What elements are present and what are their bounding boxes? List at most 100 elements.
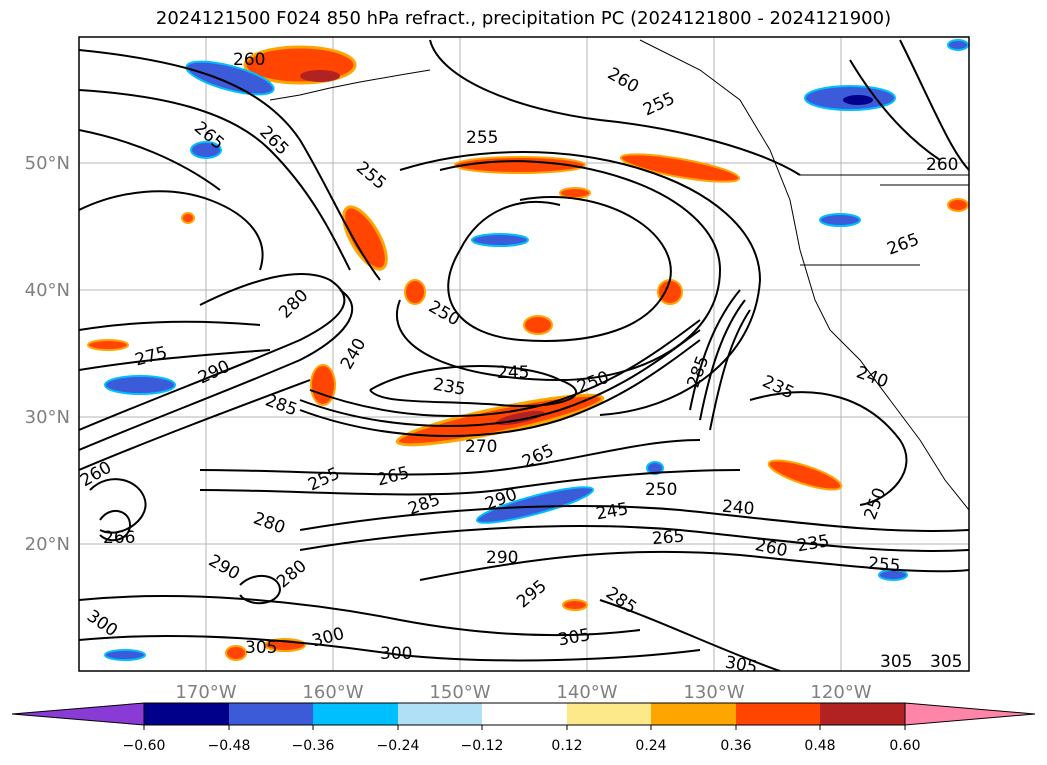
anomaly-positive [87,339,129,351]
contour-line [599,599,781,671]
colorbar-segment [736,703,820,725]
colorbar-tick-label: −0.60 [123,738,166,754]
contour-label: 255 [867,554,901,577]
contour-label: 266 [103,528,135,548]
anomaly-positive [559,187,591,199]
colorbar-tick-label: −0.36 [292,738,335,754]
lat-axis-labels: 50°N 40°N 30°N 20°N [25,153,70,555]
contour-line [309,319,701,417]
map-frame [78,36,970,672]
anomaly-positive [619,153,741,183]
contour-line [199,469,741,496]
lon-label: 160°W [302,682,363,703]
colorbar-segment [567,703,651,725]
colorbar-segment [313,703,398,725]
anomaly-negative [475,486,595,524]
anomaly-positive [767,459,843,491]
contour-label: 305 [245,638,277,658]
contour-line [299,329,701,427]
contour-line [709,309,751,431]
colorbar: −0.60 −0.48 −0.36 −0.24 −0.12 0.12 0.24 … [11,702,1036,754]
contour-line [299,525,969,552]
colorbar-ticks [143,725,906,730]
lat-label: 20°N [25,534,70,555]
anomaly-positive [562,599,588,611]
lon-label: 140°W [556,682,617,703]
colorbar-tick-label: −0.12 [461,738,504,754]
shaded-anomalies [87,39,969,661]
anomaly-positive [657,279,683,305]
anomaly-positive [404,279,426,305]
contour-line [79,289,354,451]
contour-label: 260 [233,50,265,70]
anomaly-positive [310,364,336,406]
contour-line [447,196,672,342]
anomaly-positive [181,212,195,224]
contour-line [899,39,969,171]
contour-label: 255 [466,128,498,148]
colorbar-segment [904,702,1036,726]
contour-line [429,39,801,176]
contour-line [79,49,381,281]
anomaly-negative [947,39,969,51]
contour-line [79,190,264,271]
lon-label: 130°W [683,682,744,703]
contour-line [239,575,282,605]
coastline-alaska [269,69,431,101]
anomaly-negative [471,233,529,247]
colorbar-frame [143,702,906,726]
colorbar-tick-label: 0.60 [889,738,920,754]
coastlines [269,39,969,511]
anomaly-negative [190,141,222,159]
contour-label: 305 [930,652,962,672]
contour-line [299,505,969,532]
contour-label: 270 [465,437,497,457]
anomaly-positive [300,70,340,82]
contour-line [79,89,351,271]
colorbar-tick-labels: −0.60 −0.48 −0.36 −0.24 −0.12 0.12 0.24 … [123,738,921,754]
contour-label: 250 [645,480,677,500]
lon-label: 150°W [429,682,490,703]
lon-label: 170°W [175,682,236,703]
lat-label: 50°N [25,153,70,174]
coastline-north-america [639,39,969,511]
lat-label: 30°N [25,407,70,428]
contour-line [99,510,132,542]
contour-line [399,151,762,416]
contour-line [849,59,941,161]
contour-label: 265 [651,527,685,550]
contours [79,39,969,671]
colorbar-segment [820,703,905,725]
contour-label: 290 [486,548,518,568]
lon-label: 120°W [810,682,871,703]
contour-line [699,299,746,421]
contour-line [79,634,701,662]
anomaly-positive [454,156,586,174]
contour-line [396,160,722,382]
anomaly-negative [646,461,664,475]
colorbar-segment [11,702,145,726]
colorbar-segment [144,703,229,725]
anomaly-positive [225,645,247,661]
contour-line [749,391,908,506]
anomaly-positive [947,198,969,212]
colorbar-tick-label: 0.12 [551,738,582,754]
contour-line [79,379,311,471]
contour-line [199,439,701,476]
anomaly-negative [104,375,176,395]
contour-line [689,289,741,411]
contour-line [89,478,147,534]
anomaly-negative [185,60,275,96]
lat-label: 40°N [25,280,70,301]
contour-label: 245 [497,363,529,383]
colorbar-segment [398,703,482,725]
anomaly-positive [342,205,388,271]
colorbar-segment [482,703,567,725]
contour-line [299,339,701,437]
chart-title: 2024121500 F024 850 hPa refract., precip… [155,8,892,29]
anomaly-negative [843,95,873,105]
colorbar-segment [229,703,313,725]
colorbar-tick-label: 0.24 [635,738,666,754]
contour-label: 260 [926,155,958,175]
